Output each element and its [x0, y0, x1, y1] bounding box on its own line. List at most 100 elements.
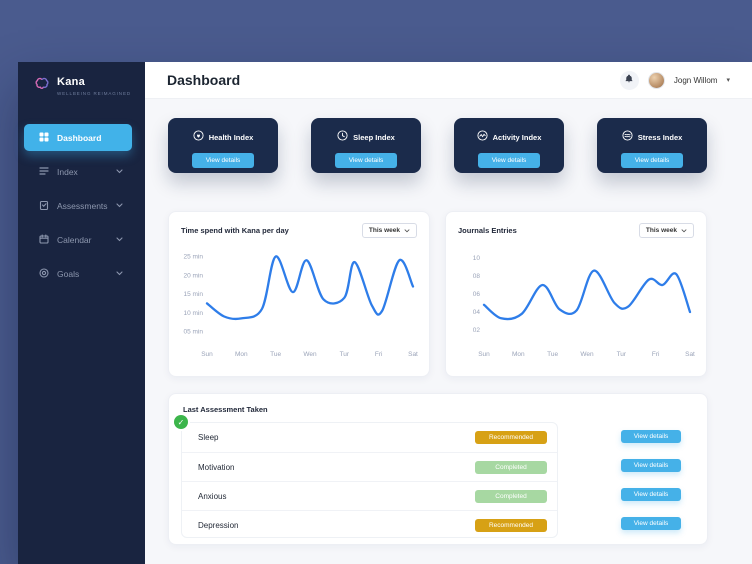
svg-text:Mon: Mon [512, 351, 525, 358]
assessments-list: Sleep Recommended Motivation Completed A… [181, 422, 558, 538]
svg-text:04: 04 [473, 309, 481, 316]
svg-text:Sat: Sat [408, 351, 418, 358]
stress-icon [622, 128, 633, 146]
dashboard-content: Health Index View details Sleep Index Vi… [145, 99, 752, 564]
svg-text:10: 10 [473, 255, 481, 262]
view-details-button[interactable]: View details [192, 153, 254, 168]
svg-text:Fri: Fri [652, 351, 660, 358]
sidebar-item-goals[interactable]: Goals [24, 260, 132, 287]
svg-text:Wen: Wen [303, 351, 317, 358]
status-badge: Completed [475, 489, 547, 503]
view-details-button[interactable]: View details [621, 488, 681, 501]
clipboard-icon [39, 200, 49, 212]
view-details-button[interactable]: View details [621, 430, 681, 443]
chart-title: Journals Entries [458, 226, 517, 235]
line-chart-journals: 02 04 06 08 10 Sun Mon Tue Wen Tur Fri Sat [473, 255, 695, 358]
stat-card-header: Activity Index [477, 128, 541, 146]
sleep-icon [337, 128, 348, 146]
health-icon [193, 128, 204, 146]
view-details-button[interactable]: View details [621, 517, 681, 530]
assessment-row: Sleep Recommended [182, 423, 557, 452]
chart-card-time-spent: Time spend with Kana per day This week 0… [168, 211, 430, 377]
sidebar-item-label: Index [57, 166, 78, 177]
avatar[interactable] [647, 71, 665, 89]
status-badge: Completed [475, 460, 547, 474]
check-icon: ✓ [174, 415, 188, 429]
svg-text:Tue: Tue [547, 351, 558, 358]
topbar: Dashboard Jogn Willom ▾ [145, 62, 752, 99]
status-badge: Recommended [475, 431, 547, 444]
topbar-actions: Jogn Willom ▾ [619, 70, 730, 90]
assessment-row: Motivation Completed [182, 452, 557, 481]
svg-text:Sun: Sun [478, 351, 490, 358]
main-area: Dashboard Jogn Willom ▾ [145, 62, 752, 564]
activity-icon [477, 128, 488, 146]
brand-tagline: WELLBEING REIMAGINED [57, 91, 132, 96]
user-name: Jogn Willom [673, 75, 718, 85]
bell-icon [624, 71, 634, 89]
sidebar-item-index[interactable]: Index [24, 158, 132, 185]
assessment-row: Anxious Completed [182, 481, 557, 510]
chart-card-journals: Journals Entries This week 02 04 06 08 10 Sun… [445, 211, 707, 377]
assessment-name: Anxious [198, 491, 227, 501]
view-details-button[interactable]: View details [335, 153, 397, 168]
stat-card-header: Sleep Index [337, 128, 395, 146]
sidebar: Kana WELLBEING REIMAGINED Dashboard [18, 62, 145, 564]
page-title: Dashboard [167, 72, 241, 88]
range-selector[interactable]: This week [361, 223, 417, 238]
svg-text:15 min: 15 min [183, 291, 203, 298]
stat-card-label: Health Index [208, 132, 254, 142]
assessment-name: Depression [198, 520, 239, 530]
sidebar-item-dashboard[interactable]: Dashboard [24, 124, 132, 151]
svg-text:Tue: Tue [270, 351, 281, 358]
svg-text:Tur: Tur [617, 351, 627, 358]
sidebar-item-label: Calendar [57, 234, 92, 245]
chevron-down-icon [116, 169, 123, 174]
stat-card-sleep: Sleep Index View details [311, 118, 421, 173]
assessment-name: Sleep [198, 433, 219, 442]
svg-text:25 min: 25 min [183, 254, 203, 261]
svg-text:08: 08 [473, 273, 481, 280]
svg-text:Sat: Sat [685, 351, 695, 358]
assessment-name: Motivation [198, 462, 235, 472]
svg-text:10 min: 10 min [183, 310, 203, 317]
chevron-down-icon [116, 237, 123, 242]
calendar-icon [39, 233, 49, 246]
stat-card-label: Stress Index [637, 132, 683, 142]
assessment-row: Depression Recommended [182, 510, 557, 539]
stat-card-header: Health Index [193, 128, 254, 146]
status-badge: Recommended [475, 518, 547, 532]
view-details-button[interactable]: View details [621, 153, 683, 168]
chart-title: Time spend with Kana per day [181, 226, 289, 235]
chart-header: Time spend with Kana per day This week [181, 223, 417, 238]
view-details-button[interactable]: View details [478, 153, 540, 168]
app-window: Kana WELLBEING REIMAGINED Dashboard [18, 62, 752, 564]
sidebar-item-calendar[interactable]: Calendar [24, 226, 132, 253]
stat-card-stress: Stress Index View details [597, 118, 707, 173]
svg-text:06: 06 [473, 291, 481, 298]
svg-text:Mon: Mon [235, 351, 248, 358]
view-details-button[interactable]: View details [621, 459, 681, 472]
stat-card-health: Health Index View details [168, 118, 278, 173]
chevron-down-icon [116, 203, 123, 208]
sidebar-item-assessments[interactable]: Assessments [24, 192, 132, 219]
svg-text:Wen: Wen [580, 351, 594, 358]
svg-text:Tur: Tur [340, 351, 350, 358]
chart-header: Journals Entries This week [458, 223, 694, 238]
svg-text:02: 02 [473, 327, 481, 334]
stat-card-label: Sleep Index [353, 132, 395, 142]
notifications-button[interactable] [619, 70, 639, 90]
range-selector[interactable]: This week [638, 223, 694, 238]
brand-logo: Kana WELLBEING REIMAGINED [18, 62, 145, 114]
chevron-down-icon[interactable]: ▾ [726, 76, 730, 84]
stat-card-activity: Activity Index View details [454, 118, 564, 173]
sidebar-item-label: Goals [57, 268, 80, 279]
svg-text:Fri: Fri [375, 351, 383, 358]
last-assessments-card: Last Assessment Taken ✓ Sleep Recommende… [168, 393, 708, 545]
sidebar-nav: Dashboard Index Ass [18, 124, 145, 287]
target-icon [39, 267, 49, 280]
chevron-down-icon [681, 228, 687, 232]
sidebar-item-label: Dashboard [57, 132, 102, 143]
range-selector-label: This week [368, 227, 400, 234]
line-chart-time-spent: 05 min 10 min 15 min 20 min 25 min Sun Mon Tue W… [183, 254, 418, 359]
